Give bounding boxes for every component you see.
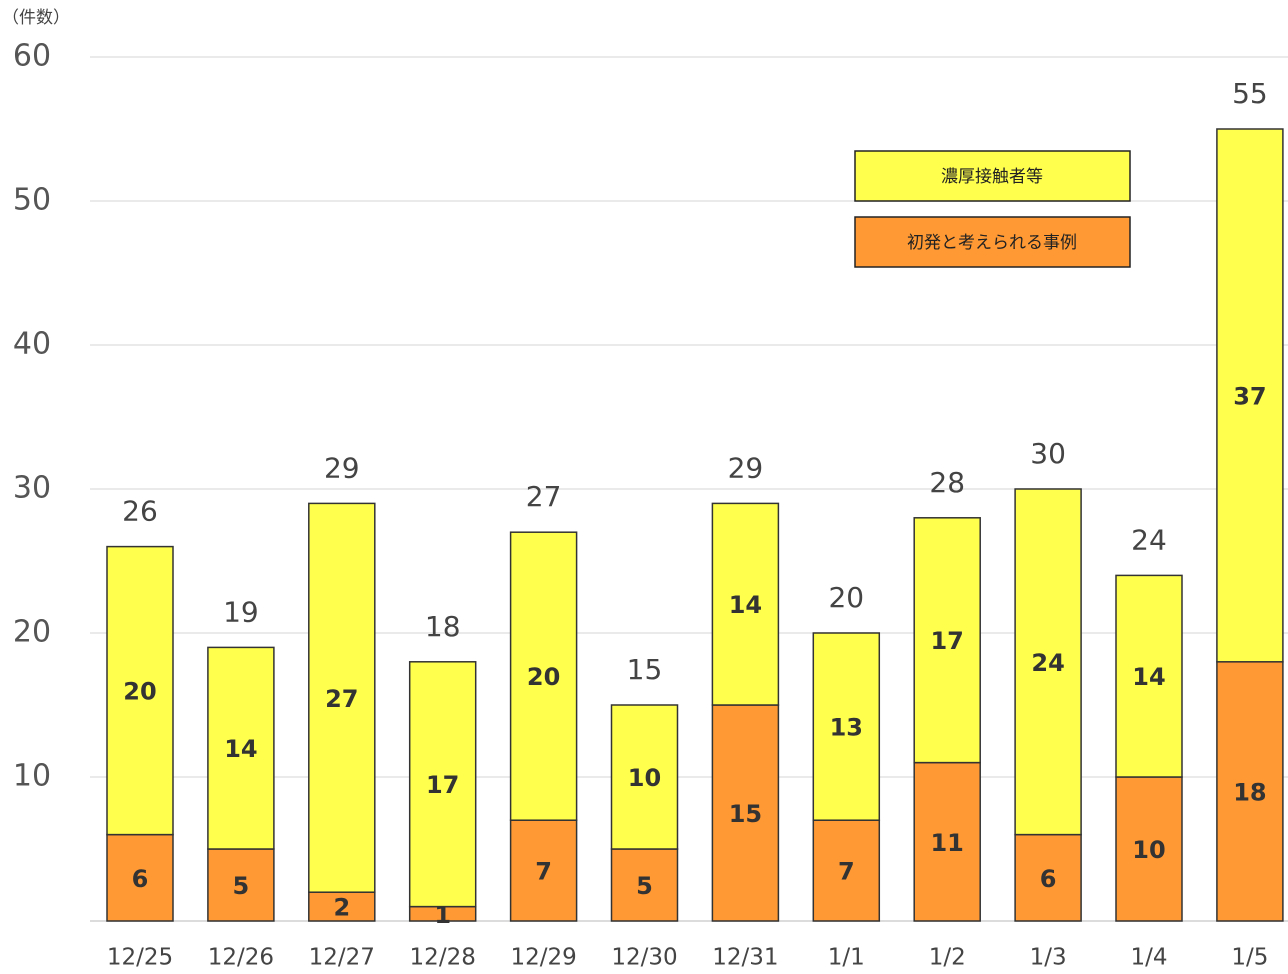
bar-segment — [913, 517, 981, 764]
bar-segment — [408, 661, 477, 908]
bar-segment — [207, 646, 275, 850]
total-label: 26 — [122, 495, 158, 528]
bar-segment — [610, 704, 679, 850]
bar-segment — [1014, 833, 1082, 922]
total-label: 55 — [1232, 77, 1268, 110]
data-label: 6 — [132, 865, 149, 893]
total-label: 18 — [425, 610, 461, 643]
x-tick-label: 12/31 — [712, 945, 778, 971]
data-label: 14 — [729, 591, 762, 619]
y-tick-label: 40 — [13, 327, 51, 362]
x-tick-label: 1/3 — [1030, 945, 1067, 971]
data-label: 2 — [333, 894, 350, 922]
total-label: 29 — [728, 451, 764, 484]
data-label: 18 — [1233, 778, 1266, 806]
bar-segment — [1216, 128, 1284, 663]
bar-segment — [308, 502, 376, 893]
bar-segment — [610, 848, 679, 922]
data-label: 14 — [1132, 663, 1165, 691]
x-tick-label: 12/28 — [410, 945, 476, 971]
data-label: 17 — [426, 771, 459, 799]
bar-segment — [913, 761, 981, 922]
data-label: 15 — [729, 800, 762, 828]
bar-segment — [1115, 776, 1183, 922]
total-label: 24 — [1131, 523, 1167, 556]
bar-segment — [106, 545, 174, 836]
data-label: 6 — [1040, 865, 1057, 893]
x-tick-label: 12/30 — [611, 945, 677, 971]
x-tick-label: 1/5 — [1231, 945, 1268, 971]
data-label: 7 — [535, 858, 552, 886]
bar-segment — [509, 531, 578, 821]
y-tick-label: 20 — [13, 615, 51, 650]
bar-segment — [1216, 661, 1284, 922]
bar-segment — [812, 819, 881, 922]
data-label: 11 — [930, 829, 963, 857]
total-label: 19 — [223, 595, 259, 628]
legend-swatch — [854, 216, 1131, 268]
bar-segment — [207, 848, 275, 922]
bar-segment — [711, 704, 780, 922]
x-tick-label: 12/27 — [309, 945, 375, 971]
data-label: 10 — [628, 764, 661, 792]
x-tick-label: 12/29 — [510, 945, 576, 971]
data-label: 24 — [1031, 649, 1064, 677]
data-label: 27 — [325, 685, 358, 713]
bar-segment — [812, 632, 881, 821]
bar-segment — [1115, 574, 1183, 778]
x-tick-label: 12/25 — [107, 945, 173, 971]
data-label: 1 — [434, 901, 451, 929]
legend-swatch — [854, 150, 1131, 202]
data-label: 10 — [1132, 836, 1165, 864]
bar-segment — [308, 891, 376, 922]
bar-segment — [1014, 488, 1082, 836]
data-label: 20 — [527, 663, 560, 691]
x-tick-label: 12/26 — [208, 945, 274, 971]
data-label: 5 — [636, 872, 653, 900]
y-tick-label: 30 — [13, 471, 51, 506]
x-tick-label: 1/2 — [929, 945, 966, 971]
total-label: 29 — [324, 451, 360, 484]
y-tick-label: 60 — [13, 39, 51, 74]
y-tick-label: 50 — [13, 183, 51, 218]
total-label: 15 — [627, 653, 663, 686]
legend-label: 濃厚接触者等 — [941, 167, 1043, 187]
legend-label: 初発と考えられる事例 — [907, 233, 1077, 253]
bar-segment — [106, 833, 174, 922]
total-label: 28 — [929, 466, 965, 499]
data-label: 37 — [1233, 382, 1266, 410]
total-label: 30 — [1030, 437, 1066, 470]
data-label: 13 — [830, 714, 863, 742]
data-label: 14 — [224, 735, 257, 763]
data-label: 5 — [233, 872, 250, 900]
x-tick-label: 1/4 — [1130, 945, 1167, 971]
y-tick-label: 10 — [13, 759, 51, 794]
y-axis-label: （件数） — [2, 8, 70, 28]
total-label: 27 — [526, 480, 562, 513]
bar-segment — [711, 502, 780, 706]
total-label: 20 — [828, 581, 864, 614]
data-label: 7 — [838, 858, 855, 886]
data-label: 20 — [123, 678, 156, 706]
data-label: 17 — [930, 627, 963, 655]
x-tick-label: 1/1 — [828, 945, 865, 971]
